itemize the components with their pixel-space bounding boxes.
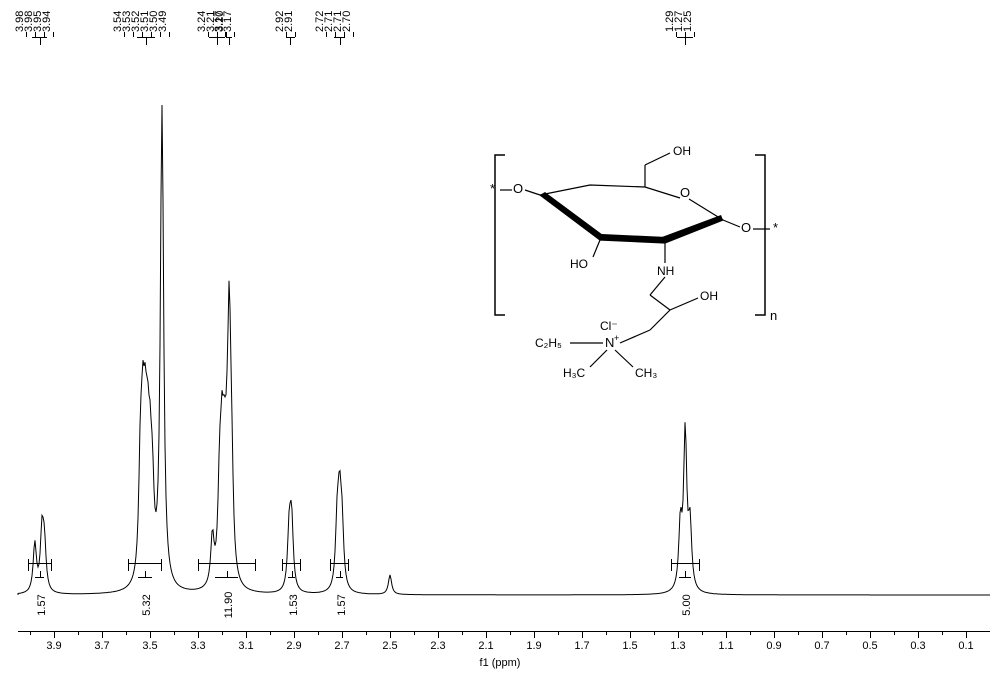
structure-label-c2h5: C₂H₅ — [535, 336, 562, 350]
integral-value: 1.57 — [336, 594, 348, 615]
axis-tick-label: 2.9 — [286, 640, 301, 652]
axis-tick-label: 0.7 — [814, 640, 829, 652]
integral-marker: 5.00 — [671, 563, 700, 613]
structure-ring-oxygen: O — [680, 185, 690, 200]
integral-marker: 5.32 — [128, 563, 162, 613]
nmr-spectrum-figure: 3.983.983.953.943.543.533.523.513.503.49… — [0, 0, 1000, 681]
axis-tick-label: 0.3 — [910, 640, 925, 652]
x-axis-title: f1 (ppm) — [480, 657, 521, 669]
integral-value: 1.53 — [288, 594, 300, 615]
structure-label-ch3: CH₃ — [635, 366, 657, 380]
structure-label-o-left: O — [513, 181, 523, 196]
structure-label-oh-mid: OH — [700, 289, 718, 303]
structure-star-right: * — [773, 220, 778, 235]
peak-label: 2.91 — [283, 11, 295, 32]
structure-label-cl: Cl⁻ — [600, 319, 618, 333]
axis-tick-label: 0.1 — [958, 640, 973, 652]
structure-label-h3c: H₃C — [563, 366, 586, 380]
axis-tick-label: 1.5 — [622, 640, 637, 652]
axis-tick-label: 2.5 — [382, 640, 397, 652]
structure-label-nh: NH — [657, 264, 674, 278]
structure-subscript-n: n — [770, 308, 777, 323]
integral-marker: 1.57 — [28, 563, 52, 613]
structure-label-o-right: O — [741, 220, 751, 235]
axis-tick-label: 0.9 — [766, 640, 781, 652]
integral-value: 1.57 — [36, 594, 48, 615]
axis-tick-label: 3.3 — [190, 640, 205, 652]
structure-star-left: * — [490, 181, 495, 196]
structure-label-plus: + — [614, 333, 619, 343]
peak-label: 3.17 — [222, 11, 234, 32]
integral-value: 11.90 — [223, 592, 235, 619]
peak-label: 3.94 — [41, 11, 53, 32]
peak-labels-region: 3.983.983.953.943.543.533.523.513.503.49… — [0, 4, 1000, 42]
structure-label-n: N — [605, 335, 614, 350]
peak-label: 2.70 — [341, 11, 353, 32]
integral-value: 5.00 — [681, 594, 693, 615]
spectrum-plot-area: n O OH O * O — [0, 45, 1000, 605]
integral-marker: 1.53 — [282, 563, 301, 613]
axis-tick-label: 1.7 — [574, 640, 589, 652]
axis-tick-label: 3.9 — [46, 640, 61, 652]
axis-tick-label: 1.1 — [718, 640, 733, 652]
x-axis: 3.9 3.7 3.5 3.3 3.1 2.9 2.7 2.5 2.3 2.1 1.9 1.7 1.5 1… — [18, 631, 990, 651]
structure-label-ho: HO — [570, 257, 588, 271]
integral-value: 5.32 — [141, 594, 153, 615]
axis-tick-label: 1.9 — [526, 640, 541, 652]
structure-label-oh-top: OH — [673, 144, 691, 158]
integral-marker: 11.90 — [198, 563, 256, 613]
peak-label: 1.25 — [682, 11, 694, 32]
axis-tick-label: 3.7 — [94, 640, 109, 652]
axis-tick-label: 3.5 — [142, 640, 157, 652]
axis-tick-label: 0.5 — [862, 640, 877, 652]
axis-tick-label: 3.1 — [238, 640, 253, 652]
peak-label: 3.49 — [157, 11, 169, 32]
axis-tick-label: 2.1 — [478, 640, 493, 652]
axis-tick-label: 1.3 — [670, 640, 685, 652]
axis-tick-label: 2.7 — [334, 640, 349, 652]
axis-tick-label: 2.3 — [430, 640, 445, 652]
integral-marker: 1.57 — [330, 563, 349, 613]
chemical-structure: n O OH O * O — [485, 135, 785, 385]
